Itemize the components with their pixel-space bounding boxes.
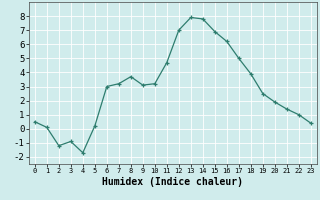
X-axis label: Humidex (Indice chaleur): Humidex (Indice chaleur) xyxy=(102,177,243,187)
